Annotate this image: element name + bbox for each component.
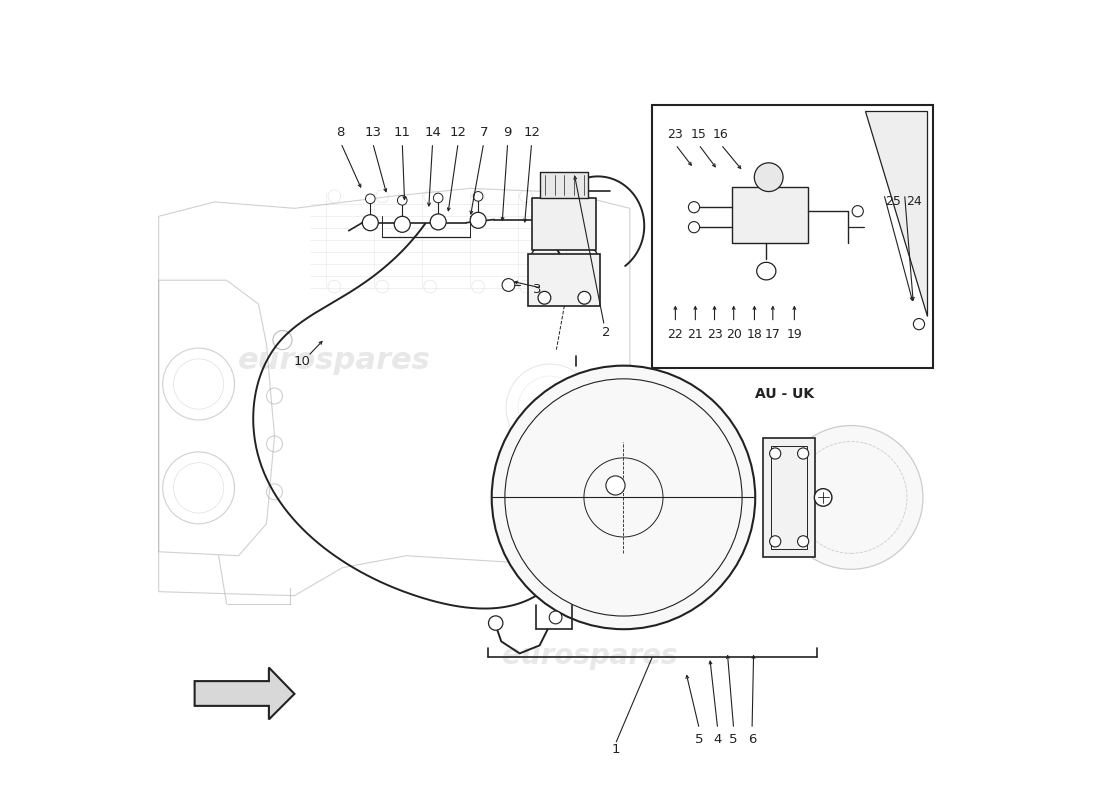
Circle shape	[362, 214, 378, 230]
Circle shape	[814, 489, 832, 506]
Circle shape	[492, 366, 756, 630]
Text: 2: 2	[602, 326, 610, 338]
Text: 16: 16	[713, 128, 729, 142]
Circle shape	[397, 195, 407, 205]
Circle shape	[488, 616, 503, 630]
Text: 5: 5	[695, 733, 704, 746]
Circle shape	[538, 291, 551, 304]
Bar	[763, 438, 815, 558]
Text: 8: 8	[337, 126, 345, 139]
Bar	[771, 446, 807, 550]
Text: 17: 17	[764, 328, 781, 341]
Text: 21: 21	[688, 328, 703, 341]
Text: 13: 13	[364, 126, 382, 139]
Circle shape	[473, 191, 483, 201]
Text: 24: 24	[906, 195, 922, 209]
Bar	[733, 187, 808, 243]
Text: 1: 1	[612, 743, 620, 756]
Circle shape	[755, 163, 783, 191]
Circle shape	[770, 448, 781, 459]
Text: 25: 25	[886, 195, 901, 209]
Circle shape	[689, 202, 700, 213]
Circle shape	[365, 194, 375, 203]
Text: 3: 3	[534, 283, 541, 296]
Circle shape	[430, 214, 447, 230]
Text: 11: 11	[394, 126, 410, 139]
Circle shape	[770, 536, 781, 547]
Text: 7: 7	[480, 126, 488, 139]
Circle shape	[394, 216, 410, 232]
Text: 23: 23	[706, 328, 723, 341]
Text: 15: 15	[691, 128, 706, 142]
Bar	[532, 198, 596, 250]
Text: 10: 10	[294, 355, 311, 368]
Text: 5: 5	[729, 733, 738, 746]
Circle shape	[606, 476, 625, 495]
Text: 22: 22	[668, 328, 683, 341]
Circle shape	[779, 426, 923, 570]
Circle shape	[433, 193, 443, 202]
Text: 23: 23	[668, 128, 683, 142]
Circle shape	[578, 291, 591, 304]
Text: 18: 18	[747, 328, 762, 341]
Circle shape	[470, 212, 486, 228]
Circle shape	[549, 611, 562, 624]
Circle shape	[502, 278, 515, 291]
Text: 6: 6	[748, 733, 756, 746]
Text: AU - UK: AU - UK	[756, 386, 814, 401]
Text: 20: 20	[726, 328, 741, 341]
Circle shape	[798, 536, 808, 547]
Text: 4: 4	[714, 733, 722, 746]
Bar	[652, 105, 933, 368]
Circle shape	[689, 222, 700, 233]
Text: eurospares: eurospares	[503, 642, 678, 670]
Circle shape	[798, 448, 808, 459]
Text: 12: 12	[450, 126, 466, 139]
Circle shape	[913, 318, 924, 330]
Bar	[540, 172, 589, 198]
Text: 19: 19	[786, 328, 802, 341]
Text: 14: 14	[425, 126, 441, 139]
Circle shape	[852, 206, 864, 217]
Text: 12: 12	[524, 126, 540, 139]
Circle shape	[572, 182, 588, 198]
Bar	[528, 254, 601, 306]
Text: 9: 9	[504, 126, 512, 139]
Polygon shape	[866, 111, 927, 316]
Text: eurospares: eurospares	[238, 346, 431, 374]
Polygon shape	[195, 667, 295, 719]
